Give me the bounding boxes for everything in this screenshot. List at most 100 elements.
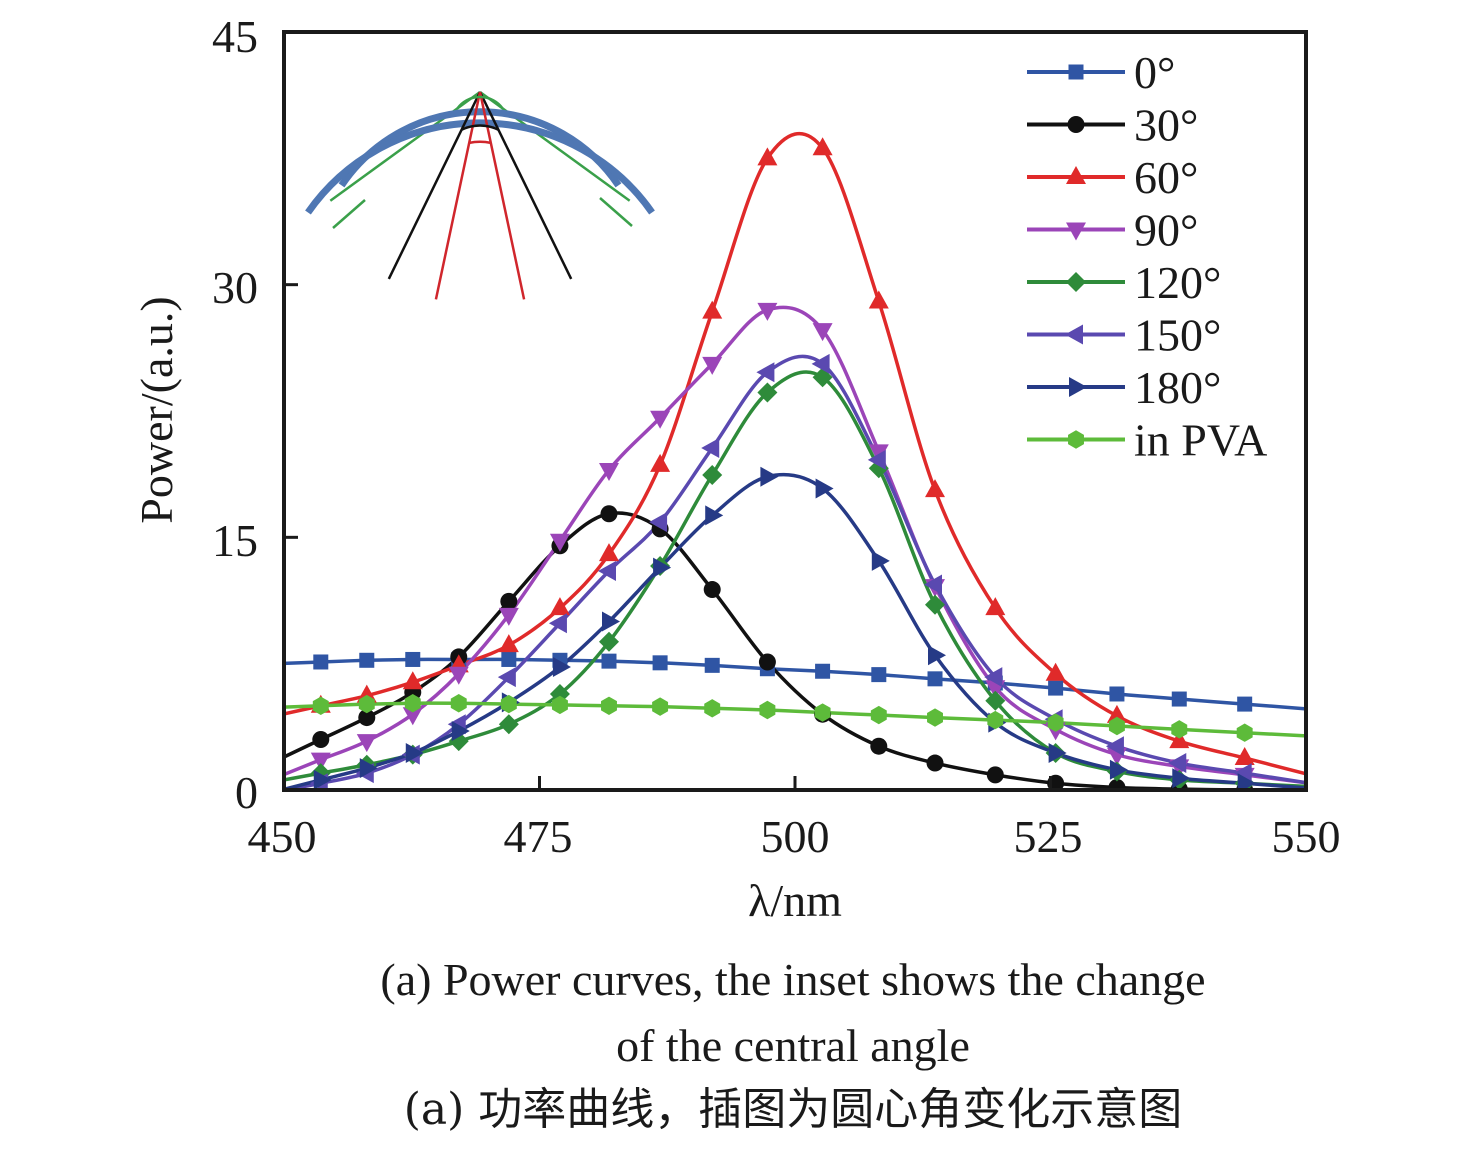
data-point: [653, 557, 672, 578]
data-point: [757, 302, 778, 321]
data-point: [703, 581, 721, 599]
data-point: [871, 667, 887, 683]
data-point: [870, 705, 887, 725]
legend-label: in PVA: [1134, 415, 1267, 466]
data-point: [501, 651, 517, 667]
data-point: [498, 607, 519, 626]
legend-marker: [1069, 377, 1087, 397]
data-point: [1169, 730, 1190, 749]
y-tick-label: 15: [212, 515, 258, 566]
data-point: [925, 594, 946, 615]
x-tick-label: 475: [504, 811, 573, 862]
inset-angle-arc: [461, 124, 499, 131]
data-point: [404, 694, 421, 713]
data-point: [815, 478, 834, 499]
data-point: [987, 710, 1004, 730]
data-point: [598, 543, 619, 562]
data-point: [759, 700, 776, 720]
data-point: [310, 752, 331, 771]
inset-mid-ray: [387, 91, 482, 280]
data-point: [451, 721, 470, 742]
axis-ticks: [284, 283, 1052, 790]
data-point: [814, 703, 831, 722]
data-point: [868, 444, 889, 463]
data-point: [652, 697, 669, 716]
inset-angle-arc: [456, 95, 504, 110]
legend: 0°30°60°90°120°150°180°in PVA: [1027, 47, 1267, 466]
data-point: [701, 438, 720, 459]
data-point: [312, 696, 329, 715]
data-point: [702, 300, 723, 319]
series-line-0: [284, 657, 1306, 711]
data-point: [704, 699, 721, 718]
data-point: [1045, 662, 1066, 681]
data-point: [1108, 716, 1125, 736]
data-point: [986, 766, 1004, 784]
power-chart: 45 30 15 0 450 475 500 525 550 λ/nm Powe…: [131, 11, 1341, 926]
data-point: [870, 737, 888, 755]
data-point: [313, 654, 329, 670]
legend-label: 180°: [1134, 362, 1221, 413]
legend-marker: [1067, 116, 1085, 133]
legend-marker: [1066, 166, 1086, 184]
data-point: [1237, 696, 1253, 712]
y-tick-label: 45: [212, 11, 258, 62]
legend-label: 90°: [1134, 205, 1198, 256]
data-point: [500, 694, 517, 714]
data-point: [1109, 686, 1125, 702]
data-point: [1234, 746, 1255, 765]
data-point: [313, 769, 332, 790]
inset-mid-ray: [478, 91, 573, 280]
data-point: [812, 137, 833, 156]
data-point: [402, 707, 423, 726]
series-markers: [309, 137, 1256, 790]
data-point: [358, 709, 376, 727]
legend-marker: [1065, 324, 1083, 345]
data-point: [1236, 723, 1253, 742]
data-point: [928, 645, 947, 666]
data-point: [1048, 680, 1064, 696]
data-point: [985, 690, 1006, 711]
x-axis-title: λ/nm: [748, 875, 842, 926]
data-point: [867, 449, 886, 470]
legend-label: 120°: [1134, 257, 1221, 308]
legend-marker: [1068, 64, 1084, 80]
data-point: [758, 653, 776, 671]
y-tick-label: 30: [212, 262, 258, 313]
data-point: [450, 694, 467, 713]
inset-central-angle-diagram: [305, 90, 655, 300]
legend-marker: [1066, 222, 1086, 241]
data-point: [985, 597, 1006, 616]
data-point: [358, 694, 375, 714]
legend-marker: [1066, 272, 1086, 292]
data-point: [702, 356, 723, 375]
x-tick-label: 550: [1272, 811, 1341, 862]
data-point: [702, 465, 723, 486]
inset-angle-arc: [468, 140, 492, 145]
data-point: [1233, 763, 1252, 784]
inset-outer-arc: [305, 119, 655, 215]
data-point: [601, 611, 620, 632]
inset-edge: [599, 197, 633, 227]
data-point: [1168, 753, 1187, 774]
data-point: [1048, 742, 1067, 763]
data-point: [757, 382, 778, 403]
data-point: [598, 462, 619, 481]
data-point: [601, 653, 617, 669]
legend-label: 150°: [1134, 310, 1221, 361]
y-tick-label: 0: [235, 767, 258, 818]
data-point: [924, 574, 943, 595]
data-point: [812, 323, 833, 342]
inset-edge: [332, 199, 366, 229]
data-point: [815, 663, 831, 679]
data-point: [1108, 778, 1126, 790]
legend-label: 30°: [1134, 100, 1198, 151]
legend-label: 0°: [1134, 47, 1175, 98]
data-point: [598, 631, 619, 652]
data-point: [405, 651, 421, 667]
data-point: [312, 730, 330, 748]
data-point: [448, 666, 469, 685]
data-point: [359, 652, 375, 668]
legend-label: 60°: [1134, 152, 1198, 203]
data-point: [497, 667, 516, 688]
